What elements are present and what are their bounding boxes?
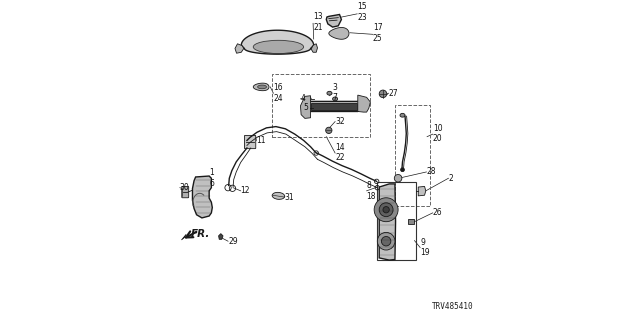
Text: 15
23: 15 23 bbox=[357, 3, 367, 22]
Circle shape bbox=[380, 203, 393, 217]
Polygon shape bbox=[300, 96, 310, 118]
Polygon shape bbox=[326, 14, 341, 27]
Polygon shape bbox=[329, 28, 349, 39]
Ellipse shape bbox=[258, 85, 266, 89]
Text: FR.: FR. bbox=[191, 229, 211, 239]
Text: 12: 12 bbox=[241, 186, 250, 195]
Circle shape bbox=[378, 232, 395, 250]
Polygon shape bbox=[305, 99, 367, 111]
Bar bbox=[408, 219, 415, 224]
Text: 10
20: 10 20 bbox=[433, 124, 442, 143]
Text: 29: 29 bbox=[228, 237, 237, 246]
Text: 11: 11 bbox=[257, 136, 266, 145]
Text: 14
22: 14 22 bbox=[335, 142, 345, 162]
Text: 4: 4 bbox=[300, 94, 305, 103]
Ellipse shape bbox=[306, 106, 310, 109]
Circle shape bbox=[381, 236, 391, 246]
Circle shape bbox=[383, 207, 389, 213]
Text: 5: 5 bbox=[303, 103, 308, 112]
Polygon shape bbox=[241, 30, 314, 54]
Bar bbox=[395, 105, 430, 206]
Polygon shape bbox=[311, 44, 317, 52]
Circle shape bbox=[374, 198, 398, 222]
Ellipse shape bbox=[400, 113, 405, 117]
Polygon shape bbox=[235, 44, 244, 53]
Text: 31: 31 bbox=[285, 193, 294, 202]
Polygon shape bbox=[380, 184, 396, 260]
Circle shape bbox=[401, 168, 404, 172]
Polygon shape bbox=[419, 187, 426, 196]
Text: 13
21: 13 21 bbox=[313, 12, 323, 32]
Polygon shape bbox=[358, 95, 371, 112]
Ellipse shape bbox=[253, 40, 303, 53]
Ellipse shape bbox=[327, 91, 332, 95]
Text: 8
18: 8 18 bbox=[367, 181, 376, 201]
Text: 28: 28 bbox=[426, 167, 436, 176]
Bar bbox=[378, 182, 416, 260]
Text: 32: 32 bbox=[335, 117, 345, 126]
Ellipse shape bbox=[333, 97, 338, 101]
Polygon shape bbox=[182, 234, 186, 240]
Text: 9
19: 9 19 bbox=[420, 238, 430, 257]
Text: 2: 2 bbox=[449, 174, 453, 183]
FancyBboxPatch shape bbox=[244, 135, 256, 148]
Text: 3
7: 3 7 bbox=[332, 83, 337, 102]
Polygon shape bbox=[310, 103, 357, 110]
Text: 16
24: 16 24 bbox=[273, 83, 283, 103]
Text: 30: 30 bbox=[180, 183, 189, 192]
FancyBboxPatch shape bbox=[182, 187, 189, 198]
Polygon shape bbox=[219, 234, 223, 239]
Text: 17
25: 17 25 bbox=[373, 23, 383, 43]
Circle shape bbox=[380, 90, 387, 98]
Ellipse shape bbox=[272, 192, 285, 199]
Ellipse shape bbox=[305, 97, 311, 101]
Circle shape bbox=[326, 127, 332, 133]
Bar bbox=[272, 74, 370, 137]
Text: TRV485410: TRV485410 bbox=[432, 302, 474, 311]
Circle shape bbox=[394, 174, 402, 182]
Polygon shape bbox=[253, 83, 269, 91]
Text: 1
6: 1 6 bbox=[209, 168, 214, 188]
Polygon shape bbox=[193, 176, 212, 218]
Text: 26: 26 bbox=[433, 208, 442, 217]
Text: 27: 27 bbox=[388, 89, 398, 98]
